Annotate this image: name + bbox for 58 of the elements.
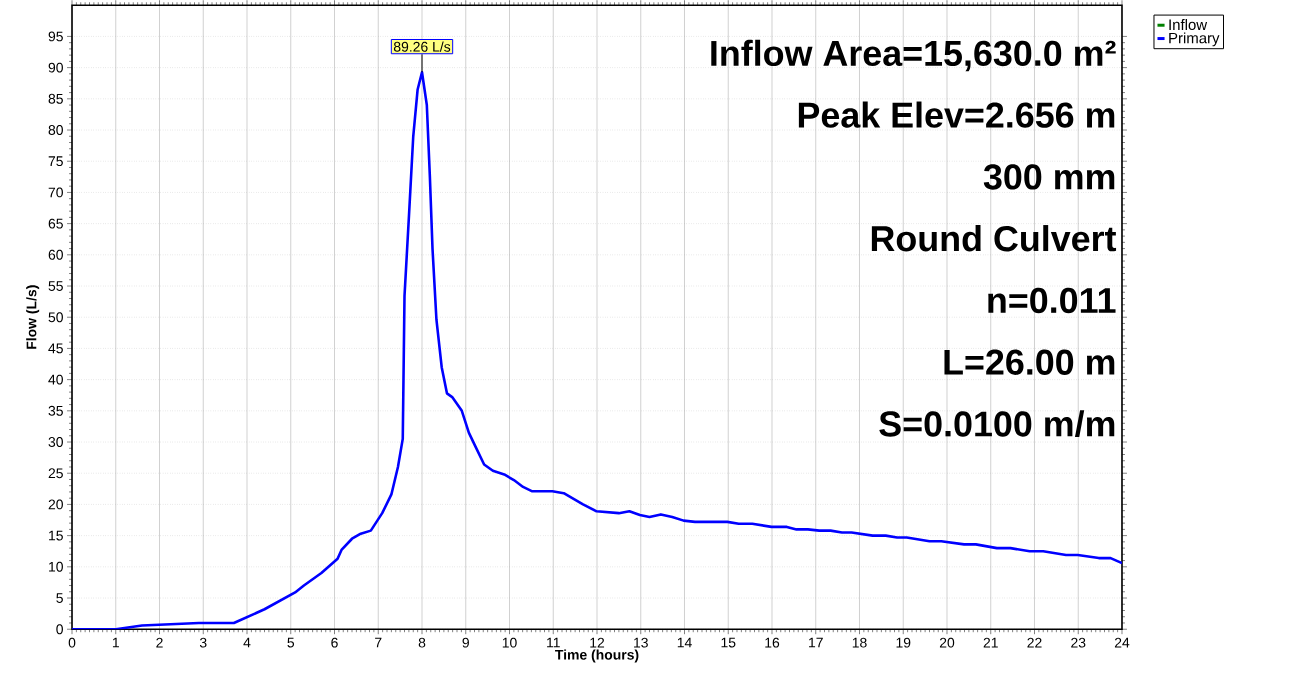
y-tick-label: 5 bbox=[56, 593, 63, 603]
x-tick-label: 12 bbox=[590, 637, 605, 648]
y-tick-label: 35 bbox=[48, 405, 63, 416]
x-tick-label: 9 bbox=[462, 637, 469, 648]
x-tick-label: 21 bbox=[983, 637, 998, 648]
x-tick-label: 17 bbox=[809, 637, 823, 648]
x-tick-label: 3 bbox=[199, 637, 207, 648]
y-tick-label: 15 bbox=[49, 530, 63, 541]
x-tick-label: 4 bbox=[243, 637, 251, 648]
y-tick-label: 10 bbox=[49, 561, 63, 572]
y-tick-label: 75 bbox=[48, 156, 63, 166]
annotation: S=0.0100 m/m bbox=[879, 410, 1115, 437]
x-tick-label: 10 bbox=[502, 637, 517, 648]
y-tick-label: 25 bbox=[48, 468, 63, 479]
x-tick-label: 18 bbox=[852, 637, 867, 648]
y-tick-label: 65 bbox=[48, 218, 63, 229]
y-tick-label: 80 bbox=[48, 124, 63, 135]
legend-label: Primary bbox=[1169, 32, 1220, 47]
annotation: Peak Elev=2.656 m bbox=[798, 101, 1115, 128]
x-tick-label: 14 bbox=[677, 637, 692, 648]
x-tick-label: 23 bbox=[1071, 637, 1086, 648]
y-tick-label: 50 bbox=[48, 312, 63, 323]
x-axis-title: Time (hours) bbox=[555, 649, 639, 663]
y-tick-label: 55 bbox=[48, 281, 63, 291]
x-tick-label: 8 bbox=[418, 637, 426, 648]
y-tick-label: 60 bbox=[48, 249, 63, 260]
x-tick-label: 15 bbox=[721, 637, 736, 648]
line-series bbox=[72, 70, 1122, 630]
x-tick-label: 7 bbox=[375, 637, 382, 648]
annotation: 300 mm bbox=[983, 164, 1115, 190]
x-tick-label: 6 bbox=[331, 637, 338, 648]
annotation: n=0.011 bbox=[988, 287, 1116, 314]
y-axis-title: Flow (L/s) bbox=[26, 285, 40, 349]
y-tick-label: 85 bbox=[48, 93, 63, 104]
annotation: Inflow Area=15,630.0 m² bbox=[711, 39, 1116, 72]
x-tick-label: 13 bbox=[634, 637, 648, 648]
y-tick-label: 90 bbox=[48, 62, 63, 73]
x-tick-label: 22 bbox=[1027, 637, 1042, 648]
x-tick-label: 19 bbox=[896, 637, 911, 648]
y-tick-label: 40 bbox=[48, 374, 63, 385]
y-tick-label: 70 bbox=[48, 187, 63, 198]
annotation: 89.26 L/s bbox=[393, 41, 451, 52]
x-tick-label: 0 bbox=[68, 637, 76, 648]
x-tick-label: 2 bbox=[156, 637, 163, 648]
x-tick-label: 24 bbox=[1114, 637, 1130, 648]
y-tick-label: 45 bbox=[48, 343, 63, 354]
legend-label: Inflow bbox=[1169, 18, 1208, 30]
x-tick-label: 11 bbox=[547, 637, 560, 648]
y-tick-label: 20 bbox=[48, 499, 63, 510]
y-tick-label: 95 bbox=[48, 31, 63, 42]
x-tick-label: 20 bbox=[939, 637, 955, 648]
x-tick-label: 1 bbox=[112, 637, 119, 648]
x-tick-label: 16 bbox=[765, 637, 780, 648]
annotation: L=26.00 m bbox=[944, 349, 1115, 375]
annotation: Round Culvert bbox=[871, 224, 1117, 252]
x-tick-label: 5 bbox=[287, 637, 295, 648]
y-tick-label: 0 bbox=[56, 624, 63, 635]
y-tick-label: 30 bbox=[48, 436, 63, 447]
